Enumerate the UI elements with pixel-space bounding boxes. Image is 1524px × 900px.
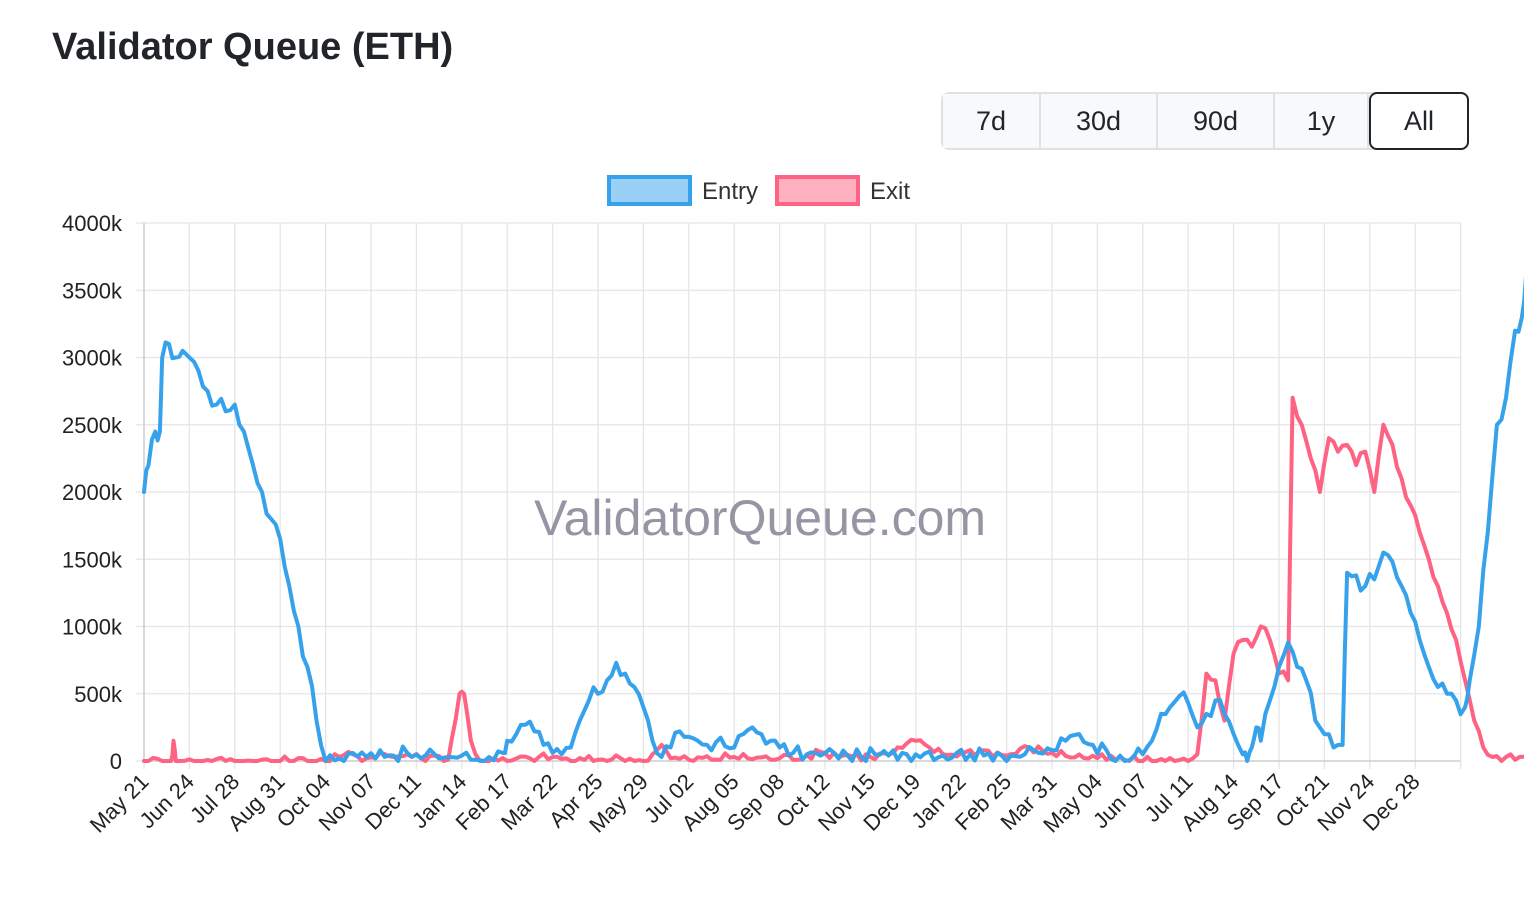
- y-tick-label: 2000k: [62, 480, 123, 505]
- range-button-90d[interactable]: 90d: [1158, 94, 1275, 148]
- y-tick-label: 2500k: [62, 413, 123, 438]
- legend-swatch-exit[interactable]: [775, 175, 860, 206]
- y-tick-label: 0: [110, 749, 122, 774]
- y-tick-label: 500k: [74, 682, 123, 707]
- range-button-7d[interactable]: 7d: [943, 94, 1041, 148]
- legend-swatch-entry[interactable]: [607, 175, 692, 206]
- series-line-entry: [142, 275, 1524, 763]
- legend-label-entry[interactable]: Entry: [702, 178, 758, 205]
- range-button-all[interactable]: All: [1369, 92, 1469, 150]
- watermark: ValidatorQueue.com: [534, 490, 986, 546]
- chart-series: [142, 275, 1524, 763]
- y-tick-label: 3500k: [62, 278, 123, 303]
- x-tick-label: May 21: [85, 769, 154, 838]
- chart-grid: [136, 222, 1462, 769]
- y-tick-label: 3000k: [62, 346, 123, 371]
- chart-legend: Entry Exit: [607, 175, 910, 206]
- y-tick-label: 4000k: [62, 211, 123, 236]
- y-axis-ticks: 0 500k 1000k 1500k 2000k 2500k 3000k 3500k 4000k: [62, 211, 123, 774]
- y-tick-label: 1000k: [62, 615, 123, 640]
- page-title: Validator Queue (ETH): [52, 26, 454, 68]
- range-button-30d[interactable]: 30d: [1041, 94, 1158, 148]
- series-line-exit: [142, 395, 1524, 763]
- time-range-selector: 7d 30d 90d 1y All: [941, 92, 1469, 150]
- range-button-1y[interactable]: 1y: [1275, 94, 1369, 148]
- legend-label-exit[interactable]: Exit: [870, 178, 910, 205]
- y-tick-label: 1500k: [62, 547, 123, 572]
